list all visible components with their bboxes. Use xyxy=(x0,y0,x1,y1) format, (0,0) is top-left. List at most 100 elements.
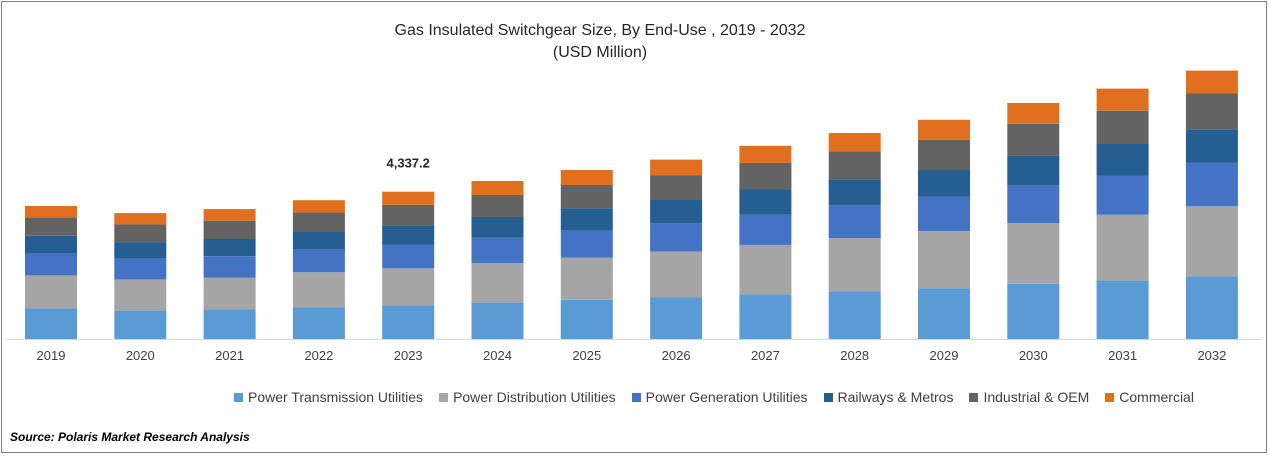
bar-2021-series-0 xyxy=(203,309,256,339)
x-tick-label: 2020 xyxy=(126,348,155,363)
legend-item: Commercial xyxy=(1105,389,1194,405)
x-tick-label: 2025 xyxy=(572,348,601,363)
legend-label: Commercial xyxy=(1119,389,1194,405)
legend-item: Railways & Metros xyxy=(823,389,953,405)
bar-2030-series-2 xyxy=(1007,185,1060,224)
bar-2021-series-1 xyxy=(203,277,256,310)
bar-2022-series-2 xyxy=(292,249,345,273)
x-tick-label: 2028 xyxy=(840,348,869,363)
bar-2031-series-3 xyxy=(1096,144,1149,176)
bar-2026-series-2 xyxy=(650,223,703,252)
bar-2032-series-1 xyxy=(1185,206,1238,277)
bar-2021-series-5 xyxy=(203,209,256,221)
bar-2024-series-4 xyxy=(471,195,524,217)
bar-2021-series-2 xyxy=(203,256,256,278)
bar-2030-series-4 xyxy=(1007,123,1060,156)
bar-2026-series-3 xyxy=(650,199,703,224)
legend-item: Power Generation Utilities xyxy=(631,389,808,405)
legend-label: Industrial & OEM xyxy=(983,389,1090,405)
bar-2025-series-0 xyxy=(560,299,613,339)
legend-item: Industrial & OEM xyxy=(969,389,1089,405)
bar-2022-series-3 xyxy=(292,232,345,250)
bar-2024-series-2 xyxy=(471,237,524,264)
bar-2031-series-5 xyxy=(1096,88,1149,111)
bar-2027-series-1 xyxy=(739,244,792,295)
bar-2026-series-0 xyxy=(650,297,703,339)
bar-2029-series-0 xyxy=(918,288,970,339)
bar-2020-series-4 xyxy=(114,224,167,243)
bar-2029-series-5 xyxy=(918,119,970,140)
chart-legend: Power Transmission Utilities Power Distri… xyxy=(234,389,1210,405)
bar-2019-series-5 xyxy=(25,206,77,218)
bar-2024-series-5 xyxy=(471,181,524,196)
x-tick-label: 2023 xyxy=(394,348,423,363)
bar-2027-series-0 xyxy=(739,294,792,339)
bar-2023-series-5 xyxy=(382,191,435,205)
bar-2023-series-1 xyxy=(382,268,435,306)
bar-2027-series-4 xyxy=(739,162,792,190)
bar-2029-series-2 xyxy=(918,196,970,232)
x-tick-label: 2027 xyxy=(751,348,780,363)
bar-2031-series-2 xyxy=(1096,175,1149,215)
bar-2025-series-2 xyxy=(560,230,613,258)
x-tick-label: 2026 xyxy=(662,348,691,363)
bar-2026-series-4 xyxy=(650,175,703,200)
bar-2027-series-3 xyxy=(739,189,792,215)
bar-2023-series-4 xyxy=(382,204,435,226)
bar-2028-series-0 xyxy=(828,291,881,339)
bar-2019-series-3 xyxy=(25,235,77,254)
bar-2029-series-4 xyxy=(918,139,970,170)
bar-2032-series-0 xyxy=(1185,276,1238,339)
bar-2019-series-0 xyxy=(25,308,77,339)
x-tick-label: 2030 xyxy=(1019,348,1048,363)
legend-label: Power Generation Utilities xyxy=(645,389,808,405)
legend-swatch xyxy=(969,392,979,402)
bar-2027-series-5 xyxy=(739,145,792,163)
data-label: 4,337.2 xyxy=(387,156,430,171)
bar-2030-series-5 xyxy=(1007,103,1060,124)
bar-2022-series-0 xyxy=(292,307,345,339)
chart-subtitle: (USD Million) xyxy=(552,44,648,61)
bar-2031-series-1 xyxy=(1096,214,1149,281)
bar-2028-series-4 xyxy=(828,151,881,180)
bar-2025-series-1 xyxy=(560,257,613,300)
legend-item: Power Distribution Utilities xyxy=(439,389,616,405)
bar-2032-series-5 xyxy=(1185,70,1238,94)
bar-2019-series-1 xyxy=(25,275,77,309)
bar-2024-series-3 xyxy=(471,217,524,238)
bar-2021-series-3 xyxy=(203,239,256,257)
bar-2020-series-1 xyxy=(114,279,167,311)
legend-swatch xyxy=(823,392,833,402)
bar-2020-series-2 xyxy=(114,258,167,280)
bar-2019-series-2 xyxy=(25,253,77,276)
bar-2020-series-3 xyxy=(114,242,167,259)
bar-2026-series-1 xyxy=(650,251,703,298)
legend-swatch xyxy=(631,392,641,402)
x-tick-label: 2032 xyxy=(1197,348,1226,363)
x-tick-label: 2024 xyxy=(483,348,512,363)
bar-2025-series-3 xyxy=(560,208,613,231)
x-tick-label: 2029 xyxy=(930,348,959,363)
bar-2020-series-0 xyxy=(114,310,167,339)
bar-2021-series-4 xyxy=(203,220,256,239)
x-tick-label: 2019 xyxy=(37,348,66,363)
bar-2023-series-0 xyxy=(382,305,435,339)
legend-item: Power Transmission Utilities xyxy=(234,389,423,405)
bar-2027-series-2 xyxy=(739,214,792,245)
bar-2032-series-2 xyxy=(1185,162,1238,207)
bar-2019-series-4 xyxy=(25,217,77,236)
bar-2025-series-4 xyxy=(560,184,613,209)
bar-2028-series-1 xyxy=(828,238,881,292)
bar-2023-series-3 xyxy=(382,225,435,245)
source-note: Source: Polaris Market Research Analysis xyxy=(10,430,250,444)
legend-label: Power Transmission Utilities xyxy=(248,389,424,405)
bar-2029-series-1 xyxy=(918,231,970,289)
bar-2022-series-1 xyxy=(292,272,345,308)
bar-2028-series-3 xyxy=(828,179,881,206)
bar-2028-series-2 xyxy=(828,205,881,239)
bar-2030-series-3 xyxy=(1007,155,1060,186)
x-tick-label: 2022 xyxy=(304,348,333,363)
bar-2020-series-5 xyxy=(114,213,167,225)
legend-label: Power Distribution Utilities xyxy=(453,389,616,405)
